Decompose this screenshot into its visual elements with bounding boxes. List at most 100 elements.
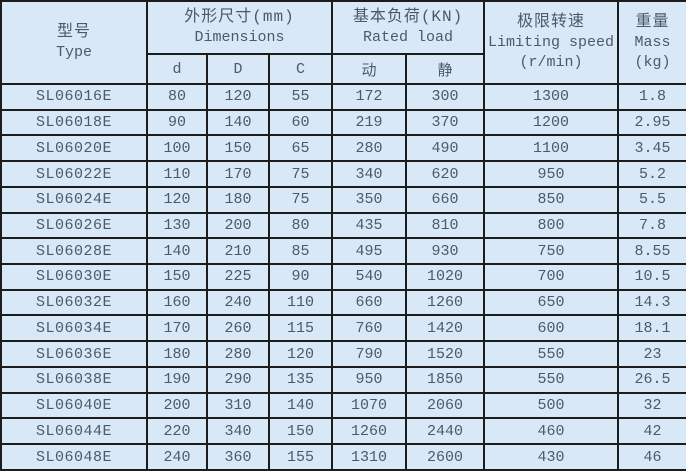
cell-C: 75 [267,160,334,188]
cell-static-load: 1020 [405,263,486,291]
cell-mass: 14.3 [617,288,686,317]
cell-d: 180 [146,340,208,368]
cell-C: 150 [267,417,334,446]
cell-D: 310 [206,391,270,420]
cell-d: 110 [146,160,208,188]
cell-D: 260 [206,314,270,343]
mass-unit: (kg) [634,54,671,71]
cell-limiting-speed: 850 [483,185,620,214]
cell-static-load: 300 [405,83,486,111]
cell-limiting-speed: 650 [483,288,620,317]
cell-limiting-speed: 500 [483,391,620,420]
table-row: SL06026E 130 200 80 435 810 800 7.8 [0,211,686,240]
cell-type: SL06022E [0,160,148,188]
cell-D: 340 [206,417,270,446]
rated-load-label-zh: 基本负荷(KN) [352,8,464,26]
cell-static-load: 2440 [405,417,486,446]
cell-dynamic-load: 540 [331,263,408,291]
cell-C: 55 [267,83,334,111]
cell-type: SL06028E [0,237,148,266]
cell-dynamic-load: 219 [331,108,408,137]
table-row: SL06018E 90 140 60 219 370 1200 2.95 [0,108,686,137]
cell-mass: 8.55 [617,237,686,266]
cell-mass: 10.5 [617,263,686,291]
cell-dynamic-load: 350 [331,185,408,214]
cell-static-load: 660 [405,185,486,214]
table-row: SL06024E 120 180 75 350 660 850 5.5 [0,185,686,214]
rated-load-label-en: Rated load [363,29,454,46]
cell-static-load: 1260 [405,288,486,317]
cell-D: 120 [206,83,270,111]
cell-limiting-speed: 1100 [483,134,620,163]
cell-dynamic-load: 172 [331,83,408,111]
cell-dynamic-load: 760 [331,314,408,343]
cell-dynamic-load: 495 [331,237,408,266]
cell-D: 150 [206,134,270,163]
cell-C: 115 [267,314,334,343]
col-header-rated-load: 基本负荷(KN) Rated load [331,0,486,55]
cell-C: 135 [267,365,334,394]
cell-D: 140 [206,108,270,137]
cell-static-load: 2600 [405,443,486,471]
table-row: SL06032E 160 240 110 660 1260 650 14.3 [0,288,686,317]
table-row: SL06028E 140 210 85 495 930 750 8.55 [0,237,686,266]
table-body: SL06016E 80 120 55 172 300 1300 1.8 SL06018E 90 14… [0,83,686,471]
cell-D: 170 [206,160,270,188]
cell-d: 100 [146,134,208,163]
cell-d: 80 [146,83,208,111]
cell-mass: 18.1 [617,314,686,343]
table-row: SL06030E 150 225 90 540 1020 700 10.5 [0,263,686,291]
cell-type: SL06018E [0,108,148,137]
cell-D: 360 [206,443,270,471]
cell-dynamic-load: 340 [331,160,408,188]
cell-D: 210 [206,237,270,266]
cell-type: SL06032E [0,288,148,317]
cell-C: 155 [267,443,334,471]
table-row: SL06040E 200 310 140 1070 2060 500 32 [0,391,686,420]
cell-dynamic-load: 950 [331,365,408,394]
cell-mass: 3.45 [617,134,686,163]
cell-d: 140 [146,237,208,266]
cell-C: 65 [267,134,334,163]
cell-type: SL06026E [0,211,148,240]
cell-static-load: 1520 [405,340,486,368]
cell-mass: 5.5 [617,185,686,214]
col-header-dimensions: 外形尺寸(mm) Dimensions [145,0,334,55]
cell-limiting-speed: 750 [483,237,620,266]
cell-C: 90 [267,263,334,291]
cell-mass: 32 [617,391,686,420]
col-header-limiting-speed: 极限转速 Limiting speed (r/min) [483,0,620,85]
cell-mass: 2.95 [617,108,686,137]
cell-type: SL06020E [0,134,148,163]
cell-static-load: 1420 [405,314,486,343]
cell-static-load: 620 [405,160,486,188]
cell-C: 140 [267,391,334,420]
cell-type: SL06036E [0,340,148,368]
cell-dynamic-load: 1310 [331,443,408,471]
cell-d: 220 [146,417,208,446]
cell-type: SL06048E [0,443,148,471]
cell-D: 240 [206,288,270,317]
cell-D: 280 [206,340,270,368]
cell-d: 90 [146,108,208,137]
cell-type: SL06044E [0,417,148,446]
cell-type: SL06016E [0,83,148,111]
cell-D: 290 [206,365,270,394]
cell-static-load: 1850 [405,365,486,394]
cell-D: 200 [206,211,270,240]
col-header-D: D [206,53,270,85]
cell-C: 60 [267,108,334,137]
cell-limiting-speed: 550 [483,365,620,394]
cell-limiting-speed: 430 [483,443,620,471]
cell-D: 225 [206,263,270,291]
cell-type: SL06024E [0,185,148,214]
cell-dynamic-load: 660 [331,288,408,317]
cell-static-load: 370 [405,108,486,137]
cell-mass: 5.2 [617,160,686,188]
cell-dynamic-load: 790 [331,340,408,368]
dimensions-label-en: Dimensions [194,29,285,46]
cell-type: SL06030E [0,263,148,291]
col-header-dynamic-load: 动 [331,53,408,85]
table-row: SL06036E 180 280 120 790 1520 550 23 [0,340,686,368]
